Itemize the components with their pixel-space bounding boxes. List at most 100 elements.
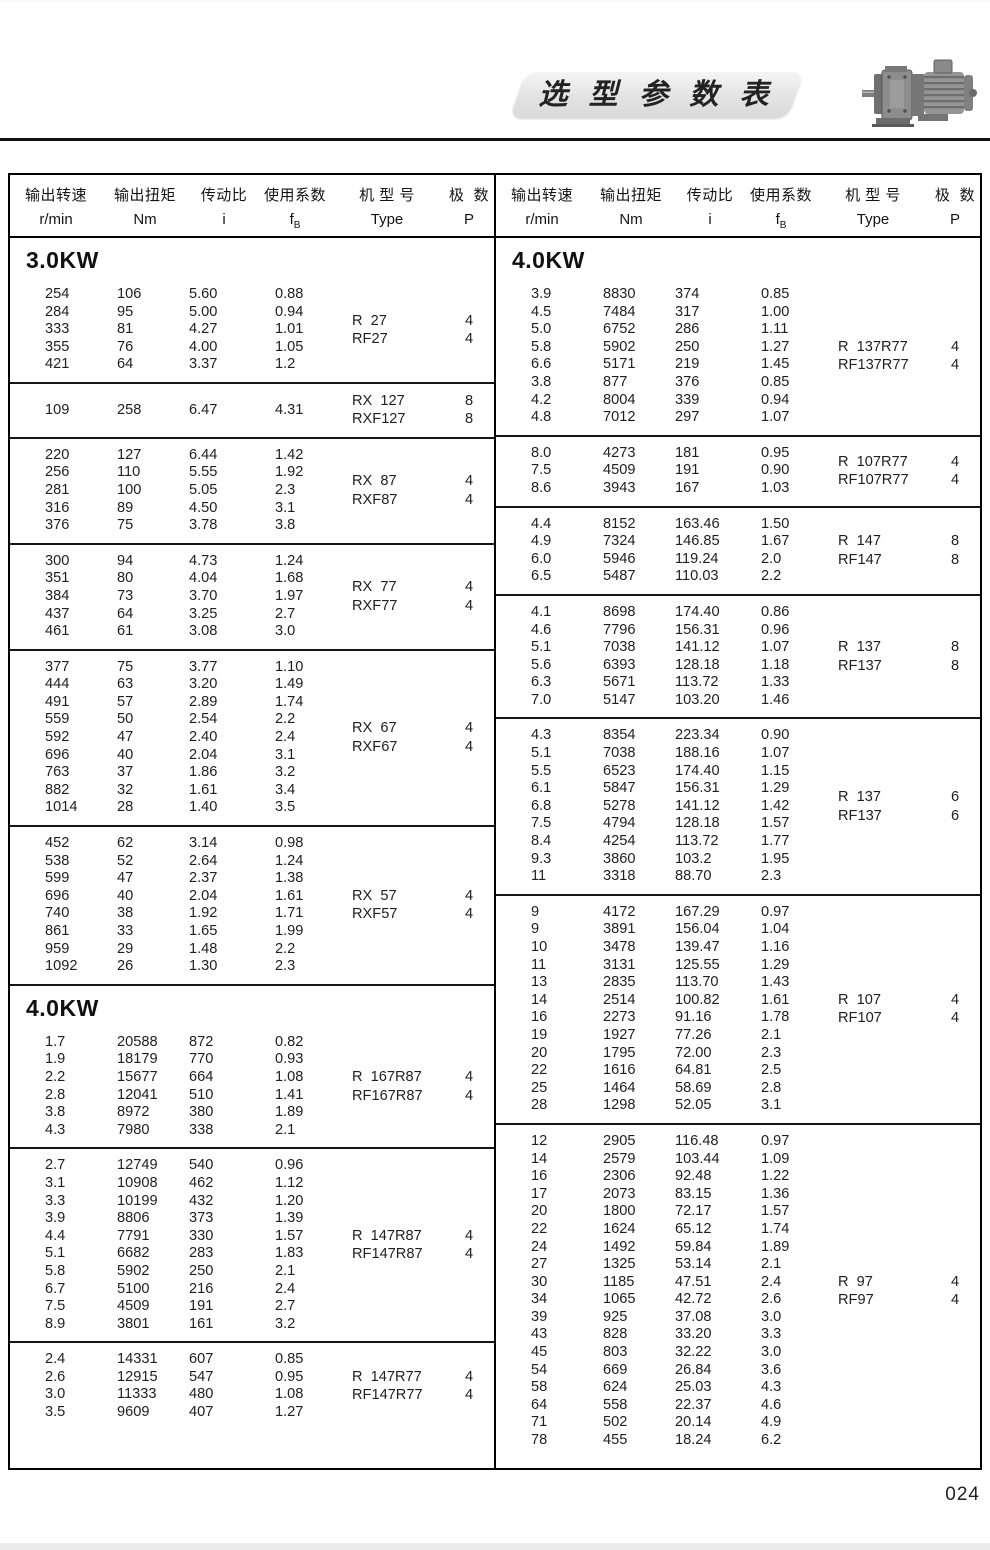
header-row: r/min Nm i fB Type P [10,209,494,231]
pole-count: 4 [464,1069,474,1086]
table-row: 3.5 9609 407 1.27 [45,1404,340,1422]
service-factor-cell: 2.1 [761,1256,782,1273]
service-factor-cell: 1.07 [761,745,790,762]
ratio-cell: 53.14 [675,1256,712,1273]
model-row: R 27 4 [340,312,494,330]
pole-count: 4 [950,338,960,355]
ratio-cell: 6.44 [189,446,218,463]
ratio-cell: 407 [189,1404,214,1421]
service-factor-cell: 3.5 [275,799,296,816]
service-factor-cell: 0.97 [761,903,790,920]
table-half-right: 输出转速 输出扭矩 传动比 使用系数 机 型 号 极 数 r/min Nm i fB Type P 4.… [496,175,980,1468]
unit-label: fB [289,211,301,231]
torque-cell: 3943 [603,479,636,496]
table-row: 34 1065 42.72 2.6 [531,1291,826,1309]
ratio-cell: 163.46 [675,515,720,532]
torque-cell: 7012 [603,409,636,426]
speed-cell: 6.0 [531,550,552,567]
service-factor-cell: 1.11 [761,321,789,338]
table-row: 4.8 7012 297 1.07 [531,409,826,427]
ratio-cell: 607 [189,1351,214,1368]
model-row: RXF77 4 [340,597,494,615]
service-factor-cell: 1.29 [761,956,790,973]
table-row: 58 624 25.03 4.3 [531,1379,826,1397]
model-type-label: RXF87 [352,491,398,508]
table-row: 4.5 7484 317 1.00 [531,304,826,322]
speed-cell: 444 [45,676,70,693]
torque-cell: 64 [117,605,134,622]
spec-group: 8.0 4273 181 0.95 7.5 4509 191 0.90 8.6 3943 167 1.… [496,437,980,508]
service-factor-cell: 0.94 [275,303,304,320]
model-type-label: RF147R77 [352,1387,423,1404]
ratio-cell: 191 [189,1298,214,1315]
table-row: 6.7 5100 216 2.4 [45,1281,340,1299]
header-row: 输出转速 输出扭矩 传动比 使用系数 机 型 号 极 数 [496,182,980,209]
service-factor-cell: 1.08 [275,1068,304,1085]
ratio-cell: 1.61 [189,781,218,798]
speed-cell: 351 [45,570,70,587]
header-label: 使用系数 [749,187,812,204]
service-factor-cell: 3.0 [761,1344,782,1361]
speed-cell: 8.4 [531,833,552,850]
ratio-cell: 141.12 [675,639,720,656]
ratio-cell: 103.20 [675,691,720,708]
ratio-cell: 92.48 [675,1168,712,1185]
table-row: 25 1464 58.69 2.8 [531,1080,826,1098]
speed-cell: 254 [45,286,70,302]
torque-cell: 925 [603,1308,628,1325]
torque-cell: 5171 [603,356,636,373]
torque-cell: 502 [603,1414,628,1431]
table-row: 6.6 5171 219 1.45 [531,356,826,374]
service-factor-cell: 2.5 [761,1062,782,1079]
service-factor-cell: 1.39 [275,1210,304,1227]
speed-cell: 3.0 [45,1386,66,1403]
torque-cell: 4254 [603,833,636,850]
page-title: 选 型 参 数 表 [538,79,776,111]
service-factor-cell: 2.2 [275,940,296,957]
ratio-cell: 22.37 [675,1396,712,1413]
spec-rows: 2.7 12749 540 0.96 3.1 10908 462 1.12 3.3 10199 43… [45,1157,340,1333]
torque-cell: 6523 [603,762,636,779]
ratio-cell: 20.14 [675,1414,712,1431]
spec-rows: 9 4172 167.29 0.97 9 3891 156.04 1.04 10 3478 139.… [531,904,826,1115]
speed-cell: 39 [531,1308,548,1325]
ratio-cell: 113.72 [675,674,719,691]
pole-count: 4 [464,579,474,596]
model-row: RF107 4 [826,1009,980,1027]
speed-cell: 1014 [45,799,78,816]
ratio-cell: 2.54 [189,711,218,728]
pole-count: 4 [950,1010,960,1027]
service-factor-cell: 6.2 [761,1432,782,1449]
table-row: 4.4 7791 330 1.57 [45,1228,340,1246]
speed-cell: 71 [531,1414,548,1431]
table-row: 5.0 6752 286 1.11 [531,321,826,339]
speed-cell: 11 [531,868,547,885]
table-row: 78 455 18.24 6.2 [531,1432,826,1450]
table-row: 559 50 2.54 2.2 [45,711,340,729]
model-row: RF147 8 [826,551,980,569]
header-label: 机 型 号 [845,187,901,204]
table-row: 20 1795 72.00 2.3 [531,1045,826,1063]
table-row: 10 3478 139.47 1.16 [531,939,826,957]
torque-cell: 10908 [117,1174,158,1191]
spec-group: 300 94 4.73 1.24 351 80 4.04 1.68 384 73 3.70 1.97 4… [10,545,494,651]
pole-count: 4 [950,472,960,489]
speed-cell: 740 [45,905,70,922]
service-factor-cell: 1.43 [761,974,790,991]
torque-cell: 6682 [117,1245,150,1262]
torque-cell: 4172 [603,903,636,920]
pole-count: 4 [464,1246,474,1263]
ratio-cell: 37.08 [675,1308,712,1325]
service-factor-cell: 1.33 [761,674,790,691]
service-factor-cell: 3.2 [275,1315,296,1332]
service-factor-cell: 0.85 [761,286,790,302]
ratio-cell: 58.69 [675,1079,712,1096]
ratio-cell: 146.85 [675,533,720,550]
ratio-cell: 161 [189,1315,214,1332]
ratio-cell: 3.37 [189,356,218,373]
ratio-cell: 4.27 [189,321,218,338]
speed-cell: 3.3 [45,1192,66,1209]
ratio-cell: 250 [189,1262,214,1279]
speed-cell: 861 [45,923,70,939]
